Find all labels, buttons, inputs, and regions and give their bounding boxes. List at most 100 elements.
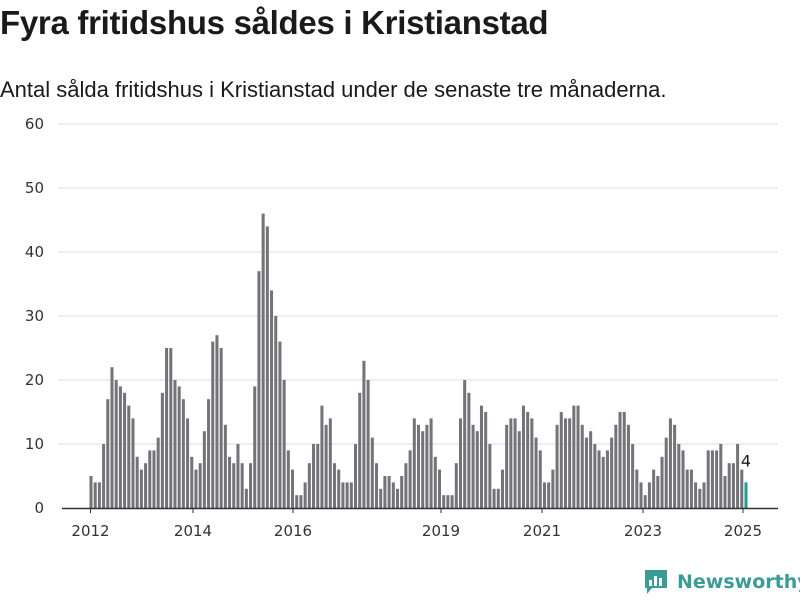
bar bbox=[177, 386, 181, 508]
bar bbox=[656, 476, 660, 508]
bar bbox=[702, 482, 706, 508]
bar-highlight bbox=[744, 482, 748, 508]
bar bbox=[207, 399, 211, 508]
bar bbox=[148, 450, 152, 508]
bar bbox=[437, 469, 442, 508]
bar bbox=[173, 380, 177, 508]
bar bbox=[505, 424, 509, 508]
bar bbox=[370, 437, 374, 508]
bar bbox=[496, 488, 500, 508]
bar bbox=[442, 495, 446, 508]
bar bbox=[635, 469, 639, 508]
chart-subtitle: Antal sålda fritidshus i Kristianstad un… bbox=[0, 77, 667, 102]
bar bbox=[597, 450, 601, 508]
bar bbox=[303, 482, 307, 508]
bar bbox=[190, 456, 194, 508]
newsworthy-logo-icon bbox=[645, 570, 667, 594]
bar bbox=[660, 456, 664, 508]
x-tick-label: 2019 bbox=[422, 522, 460, 540]
x-tick-label: 2012 bbox=[71, 522, 109, 540]
bar bbox=[219, 348, 223, 508]
bar bbox=[253, 386, 257, 508]
y-tick-label: 50 bbox=[25, 179, 44, 197]
bar bbox=[429, 418, 433, 508]
bar bbox=[433, 456, 437, 508]
bar bbox=[286, 450, 290, 508]
bar bbox=[706, 450, 710, 508]
bar bbox=[685, 469, 689, 508]
bar bbox=[358, 392, 362, 508]
bar bbox=[652, 469, 656, 508]
bar bbox=[622, 412, 626, 508]
brand-name: Newsworthy bbox=[677, 571, 800, 593]
highlight-data-label: 4 bbox=[741, 451, 751, 470]
bar bbox=[513, 418, 517, 508]
bar bbox=[664, 437, 668, 508]
bar bbox=[450, 495, 454, 508]
bar bbox=[463, 380, 467, 508]
bar bbox=[257, 271, 261, 508]
bar bbox=[404, 463, 408, 508]
bar bbox=[416, 424, 421, 508]
bar bbox=[270, 290, 274, 508]
bar bbox=[572, 405, 576, 508]
bar bbox=[400, 476, 404, 508]
bar bbox=[102, 444, 106, 508]
bar bbox=[320, 405, 324, 508]
bar bbox=[425, 424, 429, 508]
bar bbox=[387, 476, 391, 508]
bar bbox=[736, 444, 740, 508]
bar bbox=[118, 386, 122, 508]
bar bbox=[568, 418, 572, 508]
bar bbox=[715, 450, 719, 508]
x-tick-label: 2016 bbox=[274, 522, 312, 540]
bar bbox=[593, 444, 597, 508]
x-tick-label: 2021 bbox=[523, 522, 561, 540]
bar bbox=[341, 482, 345, 508]
bar bbox=[291, 469, 295, 508]
bar bbox=[521, 405, 525, 508]
bar bbox=[354, 444, 358, 508]
bar bbox=[694, 482, 698, 508]
bar bbox=[584, 437, 588, 508]
bar bbox=[559, 412, 563, 508]
bar bbox=[454, 463, 458, 508]
bar bbox=[114, 380, 118, 508]
bar bbox=[244, 488, 248, 508]
bar bbox=[198, 463, 202, 508]
bar bbox=[458, 418, 462, 508]
bar bbox=[299, 495, 303, 508]
bar bbox=[328, 418, 332, 508]
bar bbox=[324, 424, 328, 508]
bar bbox=[526, 412, 530, 508]
x-tick-label: 2023 bbox=[624, 522, 662, 540]
bar bbox=[727, 463, 731, 508]
bar bbox=[152, 450, 156, 508]
bar bbox=[538, 450, 542, 508]
bar bbox=[542, 482, 546, 508]
y-tick-label: 60 bbox=[25, 115, 44, 133]
bar bbox=[194, 469, 198, 508]
bar bbox=[362, 360, 366, 508]
bar bbox=[110, 367, 114, 508]
bar bbox=[647, 482, 651, 508]
bar bbox=[412, 418, 416, 508]
bar bbox=[135, 456, 139, 508]
y-tick-label: 30 bbox=[25, 307, 44, 325]
bar bbox=[139, 469, 143, 508]
bar bbox=[719, 444, 723, 508]
bar bbox=[500, 469, 504, 508]
bar bbox=[211, 341, 215, 508]
bar bbox=[488, 444, 492, 508]
bar bbox=[131, 418, 135, 508]
bar bbox=[375, 463, 379, 508]
x-tick-label: 2014 bbox=[174, 522, 212, 540]
bar bbox=[534, 437, 538, 508]
bar bbox=[165, 348, 169, 508]
bar bbox=[731, 463, 735, 508]
bar bbox=[366, 380, 370, 508]
y-tick-label: 10 bbox=[25, 435, 44, 453]
bar bbox=[223, 424, 227, 508]
bar bbox=[249, 463, 253, 508]
bar bbox=[698, 488, 702, 508]
